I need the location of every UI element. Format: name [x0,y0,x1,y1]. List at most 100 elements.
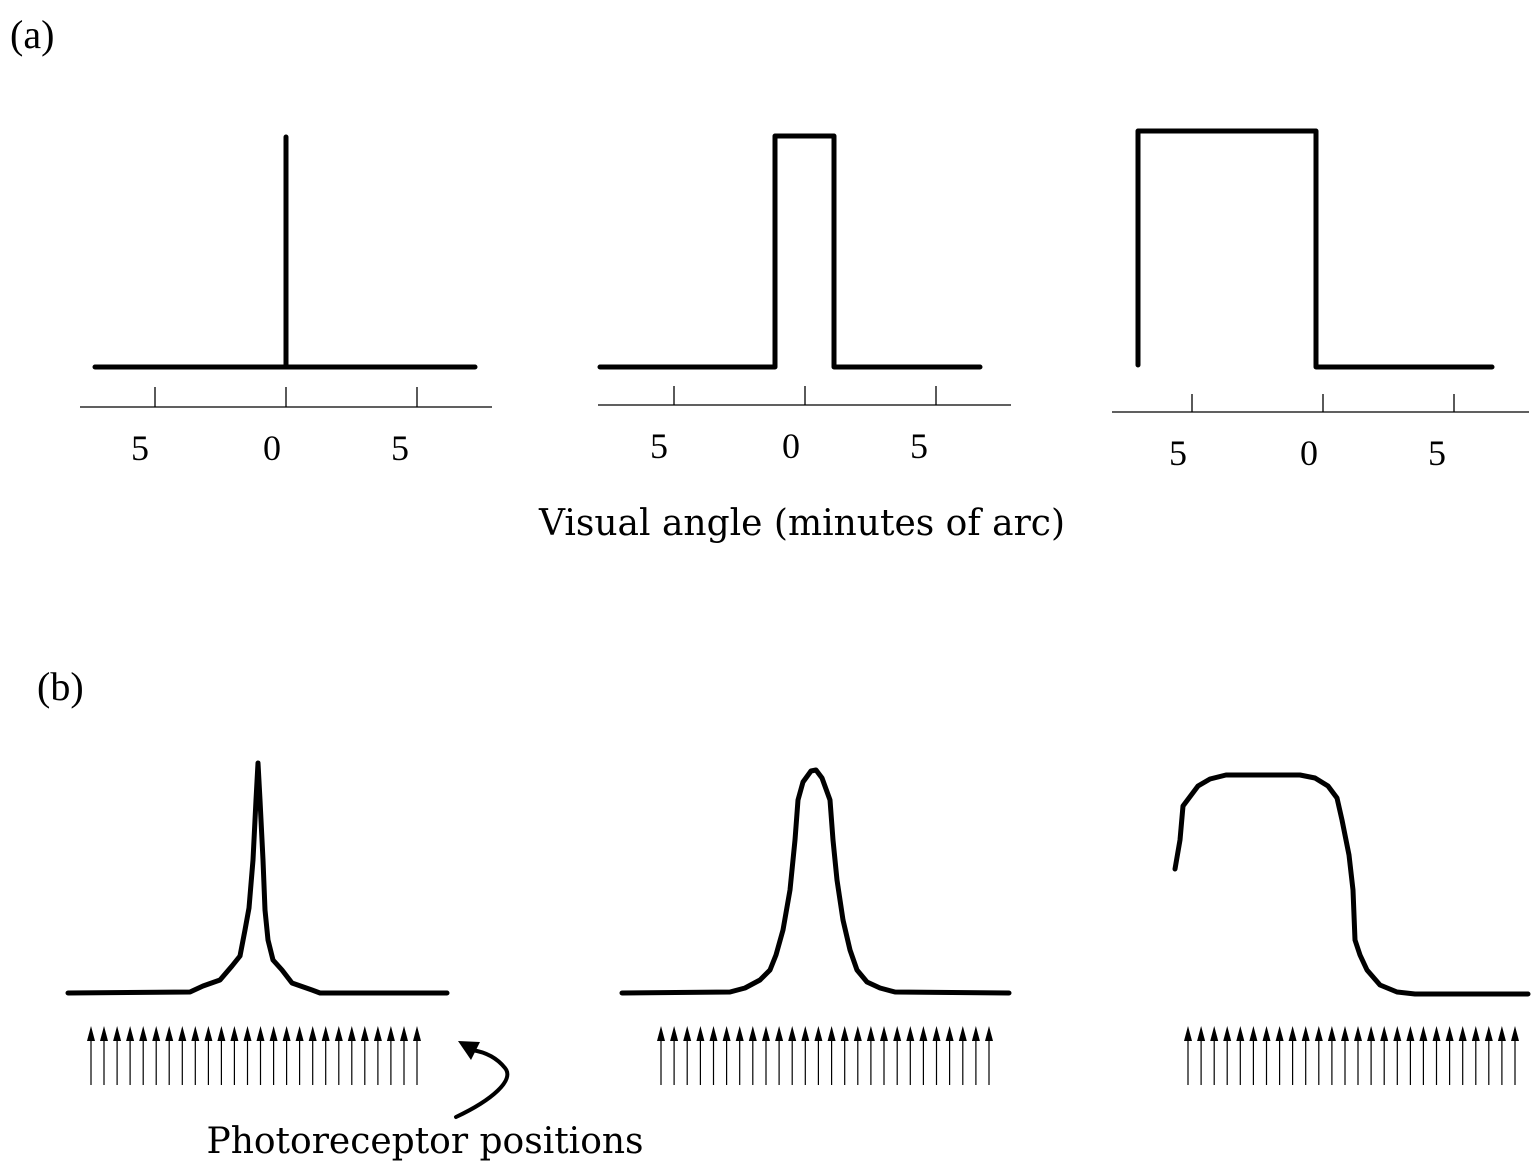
photoreceptor-array [657,1026,993,1085]
photoreceptor-arrow-icon [1184,1026,1192,1085]
photoreceptor-arrow-icon [256,1026,265,1085]
photoreceptor-arrow-icon [945,1026,954,1085]
photoreceptor-arrow-icon [178,1026,187,1085]
photoreceptor-arrow-icon [827,1026,836,1085]
photoreceptor-arrow-icon [775,1026,784,1085]
photoreceptor-arrow-icon [191,1026,200,1085]
photoreceptor-arrow-icon [683,1026,692,1085]
tick-label: 5 [1169,433,1187,473]
tick-label: 5 [910,426,928,466]
photoreceptor-arrow-icon [840,1026,849,1085]
photoreceptor-arrow-icon [100,1026,108,1085]
photoreceptor-arrow-icon [919,1026,928,1085]
retinal-image-wide-bar-curve [1172,772,1531,997]
photoreceptor-arrow-icon [243,1026,252,1085]
photoreceptor-arrow-icon [295,1026,304,1085]
photoreceptor-arrow-icon [1406,1026,1415,1085]
photoreceptor-arrow-icon [204,1026,213,1085]
photoreceptor-arrow-icon [1210,1026,1219,1085]
photoreceptor-arrow-icon [1197,1026,1206,1085]
photoreceptor-array [1184,1026,1519,1085]
photoreceptor-arrow-icon [308,1026,317,1085]
photoreceptor-arrow-icon [1511,1026,1519,1085]
tick-label: 5 [131,428,149,468]
photoreceptor-positions-label: Photoreceptor positions [206,1121,643,1162]
photoreceptor-arrow-icon [1314,1026,1323,1085]
photoreceptor-arrow-icon [126,1026,135,1085]
photoreceptor-arrow-icon [1458,1026,1467,1085]
photoreceptor-arrow-icon [1393,1026,1402,1085]
photoreceptor-arrow-icon [165,1026,174,1085]
photoreceptor-arrow-icon [373,1026,382,1085]
stimulus-line-plot: 5 0 5 [80,134,492,468]
tick-label: 5 [391,428,409,468]
photoreceptor-arrow-icon [709,1026,718,1085]
tick-label: 0 [263,428,281,468]
photoreceptor-arrow-icon [321,1026,330,1085]
photoreceptor-arrow-icon [722,1026,731,1085]
photoreceptor-arrow-icon [1275,1026,1284,1085]
photoreceptor-arrow-icon [152,1026,161,1085]
photoreceptor-arrow-icon [1301,1026,1310,1085]
photoreceptor-arrow-icon [932,1026,941,1085]
photoreceptor-arrow-icon [1419,1026,1428,1085]
photoreceptor-arrow-icon [735,1026,744,1085]
photoreceptor-arrow-icon [1432,1026,1441,1085]
panel-b-label: (b) [37,664,84,709]
axis-title: Visual angle (minutes of arc) [538,503,1065,544]
photoreceptor-arrow-icon [1288,1026,1297,1085]
photoreceptor-arrow-icon [400,1026,408,1085]
photoreceptor-arrow-icon [1380,1026,1389,1085]
photoreceptor-arrow-icon [1497,1026,1506,1085]
photoreceptor-array [87,1026,421,1085]
photoreceptor-arrow-icon [139,1026,148,1085]
photoreceptor-arrow-icon [1262,1026,1271,1085]
photoreceptor-arrow-icon [360,1026,369,1085]
tick-label: 5 [1428,433,1446,473]
photoreceptor-arrow-icon [1471,1026,1480,1085]
panel-a-label: (a) [10,12,54,57]
photoreceptor-arrow-icon [1249,1026,1258,1085]
photoreceptor-arrow-icon [1367,1026,1376,1085]
photoreceptor-arrow-icon [413,1026,421,1085]
photoreceptor-arrow-icon [217,1026,226,1085]
photoreceptor-arrow-icon [1341,1026,1349,1085]
tick-label: 5 [650,426,668,466]
photoreceptor-arrow-icon [1484,1026,1493,1085]
photoreceptor-arrow-icon [670,1026,679,1085]
stimulus-wide-bar-plot: 5 0 5 [1112,128,1529,473]
photoreceptor-arrow-icon [958,1026,967,1085]
photoreceptor-arrow-icon [814,1026,823,1085]
photoreceptor-arrow-icon [853,1026,862,1085]
photoreceptor-arrow-icon [880,1026,888,1085]
photoreceptor-arrow-icon [282,1026,291,1085]
photoreceptor-arrow-icon [334,1026,343,1085]
tick-label: 0 [1300,433,1318,473]
photoreceptor-arrow-icon [230,1026,239,1085]
retinal-image-line-curve [65,760,450,996]
photoreceptor-arrow-icon [893,1026,902,1085]
photoreceptor-arrow-icon [87,1026,95,1085]
photoreceptor-arrow-icon [386,1026,395,1085]
curved-pointer-arrow-icon [454,1041,510,1119]
photoreceptor-arrow-icon [696,1026,705,1085]
retinal-image-narrow-bar-curve [619,767,1012,996]
photoreceptor-arrow-icon [1236,1026,1245,1085]
tick-label: 0 [782,426,800,466]
photoreceptor-arrow-icon [985,1026,993,1085]
photoreceptor-arrow-icon [1354,1026,1362,1085]
photoreceptor-arrow-icon [657,1026,665,1085]
photoreceptor-arrow-icon [1223,1026,1232,1085]
photoreceptor-arrow-icon [269,1026,278,1085]
photoreceptor-arrow-icon [801,1026,810,1085]
photoreceptor-arrow-icon [748,1026,757,1085]
photoreceptor-arrow-icon [347,1026,356,1085]
photoreceptor-arrow-icon [788,1026,797,1085]
photoreceptor-arrow-icon [113,1026,122,1085]
photoreceptor-arrow-icon [866,1026,875,1085]
stimulus-narrow-bar-plot: 5 0 5 [597,133,1011,466]
photoreceptor-arrow-icon [1445,1026,1454,1085]
stimulus-narrow-bar-profile [597,133,983,370]
